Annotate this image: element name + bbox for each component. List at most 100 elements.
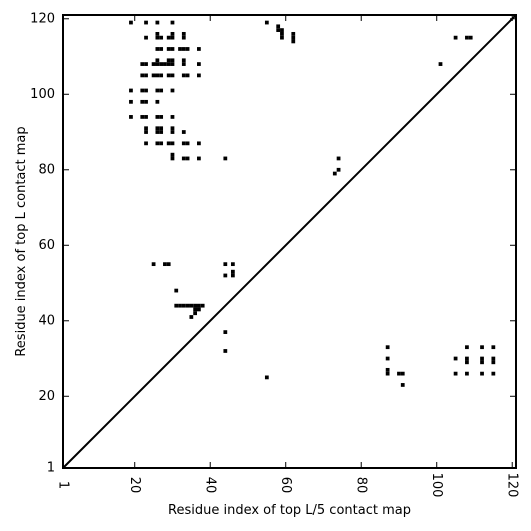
contact-cell-top-l: [193, 303, 198, 308]
contact-cell-top-l: [170, 130, 175, 134]
contact-cell-top-l: [189, 315, 194, 319]
x-tick-label: 80: [354, 477, 369, 494]
contact-cell-top-l: [159, 126, 164, 131]
contact-cell-top-l: [144, 88, 148, 93]
contact-cell-top-l: [170, 20, 175, 25]
contact-cell-top-l: [151, 62, 156, 66]
contact-cell-top-l: [170, 126, 175, 131]
contact-cell-top-l: [181, 303, 186, 308]
contact-cell-top-l: [166, 35, 171, 40]
contact-cell-top-l5: [491, 371, 496, 376]
contact-cell-top-l: [140, 99, 145, 104]
contact-cell-top-l: [438, 62, 443, 66]
contact-cell-top-l: [170, 31, 175, 36]
contact-cell-top-l: [155, 35, 160, 40]
contact-cell-top-l: [197, 73, 201, 78]
contact-cell-top-l: [170, 35, 175, 40]
contact-cell-top-l: [189, 303, 194, 308]
x-tick-label: 40: [203, 477, 218, 494]
contact-cell-top-l: [336, 167, 341, 172]
contact-cell-top-l5: [385, 371, 390, 376]
contact-cell-top-l: [178, 47, 182, 51]
contact-cell-top-l: [129, 20, 133, 25]
contact-cell-top-l: [144, 20, 148, 25]
contact-cell-top-l: [197, 141, 201, 146]
contact-cell-top-l: [155, 73, 160, 78]
contact-cell-top-l5: [480, 371, 484, 376]
contact-cell-top-l: [264, 20, 269, 25]
contact-cell-top-l: [144, 35, 148, 40]
contact-cell-top-l5: [465, 360, 469, 365]
contact-cell-top-l: [159, 141, 164, 146]
contact-cell-top-l: [185, 156, 190, 161]
contact-cell-top-l: [280, 35, 284, 40]
contact-cell-top-l: [140, 115, 145, 119]
contact-cell-top-l: [223, 262, 228, 267]
contact-cell-top-l5: [465, 371, 469, 376]
y-tick-label: 1: [47, 461, 55, 476]
contact-cell-top-l: [144, 62, 148, 66]
contact-cell-top-l: [197, 156, 201, 161]
contact-cell-top-l: [144, 141, 148, 146]
contact-cell-top-l: [129, 115, 133, 119]
contact-cell-top-l: [144, 130, 148, 134]
contact-cell-top-l: [170, 152, 175, 157]
y-tick-label: 80: [38, 162, 55, 177]
y-axis-label: Residue index of top L contact map: [14, 126, 29, 356]
contact-cell-top-l: [144, 73, 148, 78]
contact-cell-top-l: [129, 88, 133, 93]
contact-cell-top-l: [181, 156, 186, 161]
contact-cell-top-l5: [397, 371, 401, 376]
contact-cell-top-l: [291, 31, 296, 36]
contact-cell-top-l: [159, 47, 164, 51]
x-tick-label: 20: [127, 477, 142, 494]
x-tick-label: 1: [56, 481, 71, 489]
x-tick-label: 60: [278, 477, 293, 494]
contact-cell-top-l: [151, 262, 156, 267]
contact-cell-top-l: [197, 303, 201, 308]
contact-cell-top-l5: [400, 383, 405, 387]
contact-cell-top-l: [336, 156, 341, 161]
contact-cell-top-l: [181, 47, 186, 51]
contact-cell-top-l: [193, 307, 198, 312]
contact-cell-top-l: [276, 24, 281, 29]
contact-cell-top-l: [155, 88, 160, 93]
contact-cell-top-l5: [480, 356, 484, 361]
contact-cell-top-l: [181, 141, 186, 146]
contact-cell-top-l: [197, 62, 201, 66]
contact-cell-top-l: [223, 156, 228, 161]
contact-cell-top-l: [144, 115, 148, 119]
contact-cell-top-l: [223, 330, 228, 334]
contact-cell-top-l: [155, 20, 160, 25]
contact-cell-top-l5: [491, 356, 496, 361]
contact-cell-top-l: [230, 269, 235, 274]
contact-cell-top-l5: [465, 345, 469, 350]
contact-cell-top-l: [163, 62, 167, 66]
contact-cell-top-l: [170, 58, 175, 63]
contact-cell-top-l: [159, 88, 164, 93]
contact-cell-top-l: [181, 35, 186, 40]
contact-cell-top-l: [166, 47, 171, 51]
contact-cell-top-l: [155, 62, 160, 66]
contact-cell-top-l: [223, 273, 228, 278]
contact-cell-top-l: [465, 35, 469, 40]
contact-cell-top-l: [144, 126, 148, 131]
contact-cell-top-l: [144, 99, 148, 104]
contact-cell-top-l: [129, 99, 133, 104]
y-tick-label: 60: [38, 238, 55, 253]
contact-cell-top-l: [166, 58, 171, 63]
contact-cell-top-l: [174, 288, 179, 293]
contact-cell-top-l5: [491, 360, 496, 365]
contact-cell-top-l5: [480, 345, 484, 350]
contact-cell-top-l: [155, 47, 160, 51]
contact-cell-top-l: [166, 141, 171, 146]
contact-cells: [129, 20, 496, 387]
contact-cell-top-l: [178, 303, 182, 308]
contact-cell-top-l: [155, 115, 160, 119]
contact-cell-top-l: [185, 303, 190, 308]
contact-cell-top-l5: [480, 360, 484, 365]
y-tick-label: 120: [30, 11, 55, 26]
contact-cell-top-l: [170, 88, 175, 93]
